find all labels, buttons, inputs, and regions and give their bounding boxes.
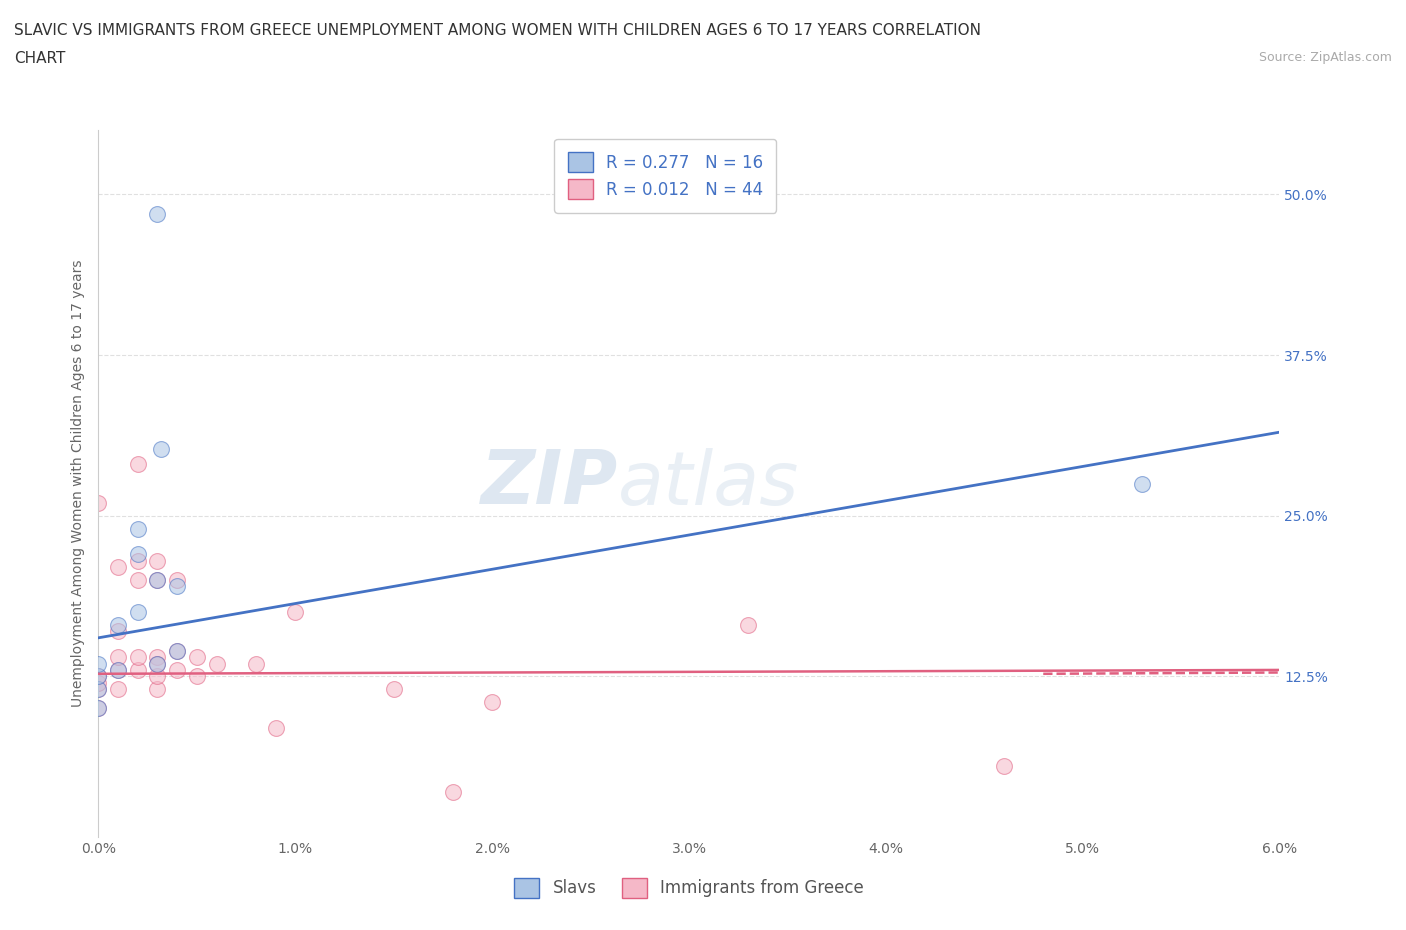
Point — [166, 579, 188, 594]
Point — [87, 496, 110, 511]
Point — [284, 604, 307, 619]
Legend: Slavs, Immigrants from Greece: Slavs, Immigrants from Greece — [506, 870, 872, 907]
Point — [1130, 476, 1153, 491]
Point — [993, 759, 1015, 774]
Point — [186, 650, 208, 665]
Point — [87, 682, 110, 697]
Point — [107, 682, 129, 697]
Point — [127, 547, 149, 562]
Point — [87, 682, 110, 697]
Y-axis label: Unemployment Among Women with Children Ages 6 to 17 years: Unemployment Among Women with Children A… — [72, 259, 86, 708]
Point — [87, 656, 110, 671]
Point — [146, 206, 169, 221]
Point — [146, 573, 169, 588]
Text: Source: ZipAtlas.com: Source: ZipAtlas.com — [1258, 51, 1392, 64]
Point — [166, 644, 188, 658]
Point — [166, 644, 188, 658]
Point — [87, 701, 110, 716]
Point — [146, 573, 169, 588]
Point — [205, 656, 228, 671]
Point — [107, 560, 129, 575]
Point — [146, 553, 169, 568]
Point — [127, 457, 149, 472]
Point — [481, 695, 503, 710]
Point — [166, 662, 188, 677]
Text: ZIP: ZIP — [481, 447, 619, 520]
Point — [146, 682, 169, 697]
Point — [127, 650, 149, 665]
Point — [150, 442, 173, 457]
Text: atlas: atlas — [619, 447, 800, 520]
Point — [264, 721, 287, 736]
Point — [87, 669, 110, 684]
Text: SLAVIC VS IMMIGRANTS FROM GREECE UNEMPLOYMENT AMONG WOMEN WITH CHILDREN AGES 6 T: SLAVIC VS IMMIGRANTS FROM GREECE UNEMPLO… — [14, 23, 981, 38]
Point — [87, 675, 110, 690]
Point — [127, 553, 149, 568]
Text: CHART: CHART — [14, 51, 66, 66]
Point — [107, 662, 129, 677]
Point — [441, 785, 464, 800]
Point — [245, 656, 267, 671]
Point — [146, 656, 169, 671]
Point — [737, 618, 759, 632]
Point — [107, 662, 129, 677]
Point — [107, 618, 129, 632]
Point — [127, 573, 149, 588]
Point — [146, 650, 169, 665]
Point — [107, 624, 129, 639]
Point — [107, 650, 129, 665]
Point — [87, 669, 110, 684]
Point — [127, 521, 149, 536]
Point — [127, 604, 149, 619]
Point — [186, 669, 208, 684]
Point — [87, 701, 110, 716]
Point — [146, 656, 169, 671]
Point — [166, 573, 188, 588]
Point — [127, 662, 149, 677]
Point — [146, 669, 169, 684]
Point — [382, 682, 405, 697]
